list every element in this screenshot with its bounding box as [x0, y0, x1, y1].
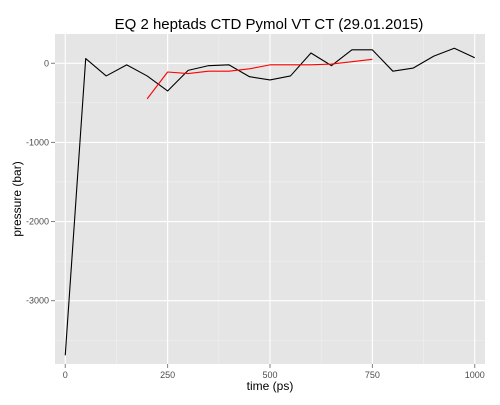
- x-tick-label: 250: [160, 370, 175, 380]
- y-tick-label: -1000: [26, 137, 49, 147]
- y-tick-label: -2000: [26, 217, 49, 227]
- x-tick-label: 0: [63, 370, 68, 380]
- x-axis: 0 250 500 750 1000: [63, 364, 485, 380]
- series-layer: [64, 47, 475, 356]
- y-axis-label: pressure (bar): [10, 161, 24, 236]
- x-axis-label: time (ps): [247, 379, 294, 393]
- x-tick-label: 500: [262, 370, 277, 380]
- x-tick-label: 750: [365, 370, 380, 380]
- y-tick-label: 0: [44, 58, 49, 68]
- chart-title: EQ 2 heptads CTD Pymol VT CT (29.01.2015…: [115, 16, 424, 33]
- x-tick-label: 1000: [465, 370, 485, 380]
- y-tick-label: -3000: [26, 296, 49, 306]
- series-line-1: [64, 47, 475, 356]
- y-axis: -3000 -2000 -1000 0: [26, 58, 55, 306]
- series-line-2: [146, 58, 373, 100]
- grid-major: [55, 34, 485, 364]
